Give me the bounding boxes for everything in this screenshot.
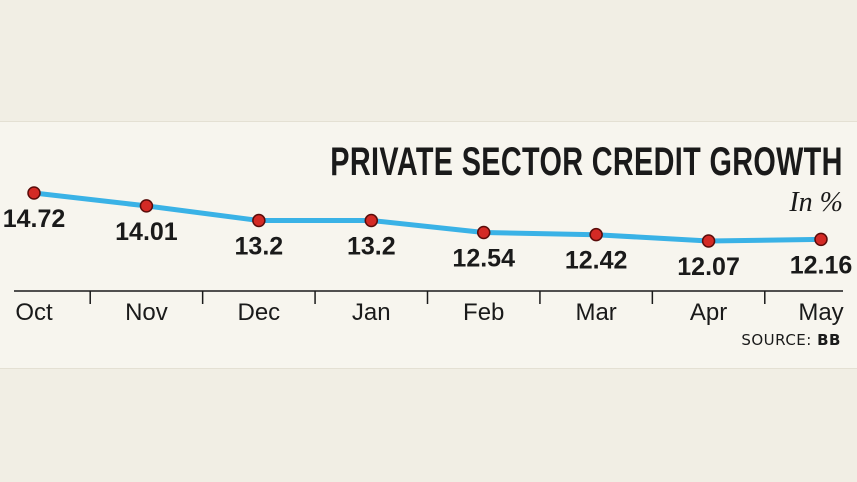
x-tick-label: Oct (15, 299, 53, 326)
data-points (27, 186, 828, 248)
x-tick-label: Apr (690, 299, 727, 326)
source-prefix: SOURCE: (741, 331, 812, 349)
data-label: 12.42 (565, 247, 628, 275)
data-point (364, 213, 379, 228)
source-note: SOURCE: BB (741, 331, 841, 349)
series-line (31, 190, 824, 244)
x-tick-label: Dec (238, 299, 281, 326)
data-label: 13.2 (235, 233, 284, 261)
x-tick-label: Mar (575, 299, 616, 326)
source-name: BB (817, 331, 841, 349)
data-label: 13.2 (347, 233, 396, 261)
chart-panel (0, 121, 857, 369)
data-point (27, 186, 41, 200)
data-label: 12.16 (790, 251, 853, 279)
chart-title: PRIVATE SECTOR CREDIT GROWTH (330, 140, 843, 184)
x-tick-label: Feb (463, 299, 504, 326)
data-point (252, 213, 266, 228)
x-tick-label: May (798, 299, 843, 326)
data-label: 14.01 (115, 218, 178, 246)
data-label: 12.54 (452, 244, 515, 272)
data-point (589, 227, 603, 242)
data-labels: 14.72 14.01 13.2 13.2 12.54 12.42 12.07 12.16 (3, 205, 853, 281)
unit-label: In % (789, 187, 843, 218)
data-point (701, 234, 716, 248)
x-tick-label: Nov (125, 299, 168, 326)
data-point (139, 199, 154, 213)
tick-labels: Oct Nov Dec Jan Feb Mar Apr May (15, 299, 843, 326)
data-point (814, 232, 828, 247)
data-label: 12.07 (677, 253, 740, 281)
x-tick-label: Jan (352, 299, 391, 326)
data-point (476, 225, 491, 240)
data-label: 14.72 (3, 205, 66, 233)
x-axis (14, 290, 843, 304)
